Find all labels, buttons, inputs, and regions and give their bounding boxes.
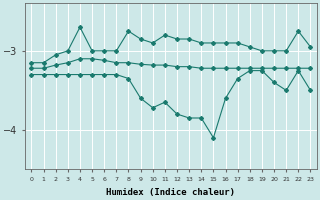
- X-axis label: Humidex (Indice chaleur): Humidex (Indice chaleur): [107, 188, 236, 197]
